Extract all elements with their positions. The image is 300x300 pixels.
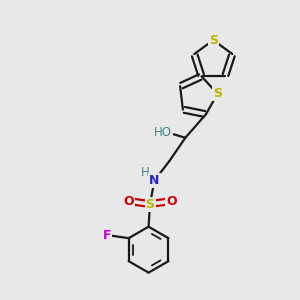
Text: N: N: [149, 174, 160, 187]
Text: HO: HO: [154, 126, 172, 139]
Text: S: S: [209, 34, 218, 47]
Text: O: O: [167, 195, 177, 208]
Text: S: S: [146, 197, 154, 211]
Text: H: H: [141, 166, 150, 179]
Text: S: S: [213, 87, 222, 100]
Text: F: F: [103, 229, 111, 242]
Text: O: O: [123, 195, 134, 208]
